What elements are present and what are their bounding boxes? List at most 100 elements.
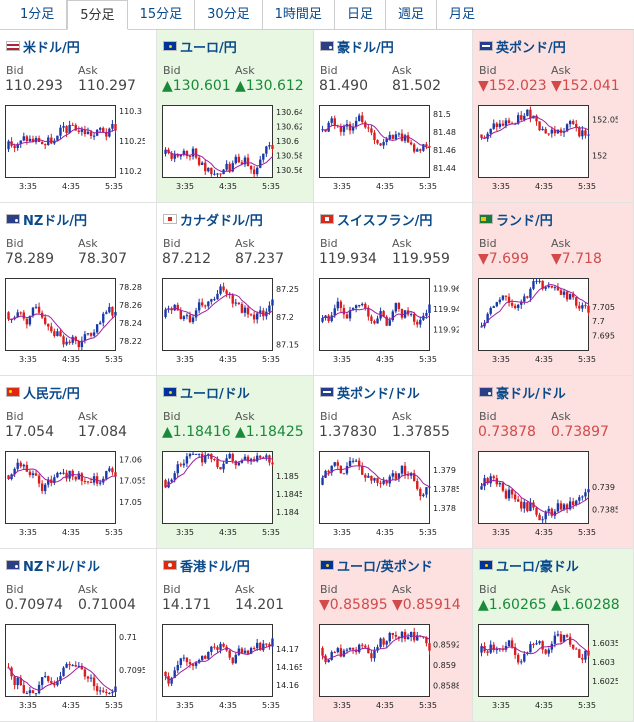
- candle-body: [228, 163, 231, 172]
- tab-timeframe[interactable]: 月足: [448, 7, 475, 22]
- candle-body: [173, 473, 176, 480]
- candle-body: [336, 648, 340, 653]
- currency-pair-card[interactable]: NZドル/円 Bid Ask 78.289 78.307 78.28 78.26 78.24 7…: [0, 203, 157, 376]
- pair-name[interactable]: ユーロ/円: [180, 40, 237, 56]
- pair-name[interactable]: 豪ドル/円: [337, 40, 394, 56]
- pair-title[interactable]: 米ドル/円: [6, 38, 80, 56]
- currency-pair-card[interactable]: 豪ドル/円 Bid Ask 81.490 81.502 81.5 81.48 81.46 81.…: [314, 30, 473, 203]
- tab-timeframe[interactable]: 1分足: [8, 0, 68, 29]
- candle-body: [348, 460, 352, 467]
- pair-name[interactable]: 英ポンド/円: [496, 40, 566, 56]
- currency-pair-card[interactable]: ユーロ/英ポンド Bid Ask ▼0.85895 ▼0.85914 0.8592 0.85…: [314, 549, 473, 722]
- pair-name[interactable]: 英ポンド/ドル: [337, 386, 420, 402]
- candle-body: [416, 481, 419, 489]
- x-tick-label: 5:35: [105, 701, 123, 710]
- tab-timeframe[interactable]: 日足: [335, 0, 386, 29]
- candle-body: [95, 686, 99, 692]
- candle-body: [584, 492, 587, 497]
- tab-timeframe[interactable]: 週足: [386, 0, 437, 29]
- currency-pair-card[interactable]: 香港ドル/円 Bid Ask 14.171 14.201 14.17 14.165 14.16…: [157, 549, 314, 722]
- pair-name[interactable]: NZドル/円: [23, 213, 88, 229]
- pair-name[interactable]: スイスフラン/円: [337, 213, 433, 229]
- candle-body: [194, 453, 198, 455]
- pair-name[interactable]: ユーロ/豪ドル: [496, 559, 579, 575]
- pair-title[interactable]: NZドル/ドル: [6, 557, 101, 575]
- candle-body: [550, 285, 554, 288]
- pair-title[interactable]: ユーロ/ドル: [163, 384, 250, 402]
- currency-pair-card[interactable]: ランド/円 Bid Ask ▼7.699 ▼7.718 7.705 7.7 7.695 3:35…: [473, 203, 634, 376]
- pair-title[interactable]: 豪ドル/円: [320, 38, 394, 56]
- candle-body: [422, 144, 425, 151]
- currency-pair-card[interactable]: スイスフラン/円 Bid Ask 119.934 119.959 119.96 119.94…: [314, 203, 473, 376]
- timeframe-tabs: 1分足 5分足 15分足 30分足 1時間足 日足 週足 月足: [0, 0, 634, 30]
- pair-name[interactable]: ランド/円: [496, 213, 553, 229]
- pair-title[interactable]: カナダドル/円: [163, 211, 263, 229]
- y-tick-label: 0.71: [119, 633, 137, 642]
- candle-body: [37, 684, 41, 694]
- pair-title[interactable]: スイスフラン/円: [320, 211, 433, 229]
- candle-body: [102, 127, 105, 132]
- x-tick-label: 4:35: [376, 355, 394, 364]
- pair-title[interactable]: 人民元/円: [6, 384, 80, 402]
- pair-title[interactable]: 英ポンド/円: [479, 38, 566, 56]
- ask-label: Ask: [235, 237, 255, 250]
- candle-body: [559, 634, 563, 642]
- tab-timeframe[interactable]: 5分足: [67, 0, 128, 30]
- pair-title[interactable]: ユーロ/英ポンド: [320, 557, 433, 575]
- currency-pair-card[interactable]: 英ポンド/ドル Bid Ask 1.37830 1.37855 1.379 1.3785 1.…: [314, 376, 473, 549]
- pair-name[interactable]: 米ドル/円: [23, 40, 80, 56]
- candle-body: [34, 693, 38, 695]
- candle-body: [200, 162, 204, 165]
- ask-label: Ask: [551, 410, 571, 423]
- pair-title[interactable]: ユーロ/円: [163, 38, 237, 56]
- pair-title[interactable]: NZドル/円: [6, 211, 88, 229]
- cn-flag-icon: [6, 387, 20, 397]
- tab-timeframe[interactable]: 30分足: [195, 0, 263, 29]
- candle-body: [19, 677, 22, 686]
- candle-body: [219, 173, 222, 175]
- currency-pair-card[interactable]: 人民元/円 Bid Ask 17.054 17.084 17.06 17.055 17.05 3…: [0, 376, 157, 549]
- candle-body: [16, 462, 19, 469]
- pair-title[interactable]: 香港ドル/円: [163, 557, 250, 575]
- candle-body: [249, 314, 253, 316]
- currency-pair-card[interactable]: ユーロ/ドル Bid Ask ▲1.18416 ▲1.18425 1.185 1.1845 1…: [157, 376, 314, 549]
- candle-body: [188, 662, 192, 665]
- candle-body: [111, 692, 114, 694]
- candle-body: [516, 654, 520, 663]
- pair-title[interactable]: 豪ドル/ドル: [479, 384, 566, 402]
- x-tick-label: 5:35: [419, 701, 437, 710]
- candle-body: [321, 477, 324, 485]
- currency-pair-card[interactable]: ユーロ/円 Bid Ask ▲130.601 ▲130.612 130.64 130.62 1…: [157, 30, 314, 203]
- pair-title[interactable]: 英ポンド/ドル: [320, 384, 420, 402]
- currency-pair-card[interactable]: カナダドル/円 Bid Ask 87.212 87.237 87.25 87.2 87.15 3…: [157, 203, 314, 376]
- currency-pair-card[interactable]: 英ポンド/円 Bid Ask ▼152.023 ▼152.041 152.05 152 3:3…: [473, 30, 634, 203]
- pair-title[interactable]: ユーロ/豪ドル: [479, 557, 579, 575]
- pair-name[interactable]: カナダドル/円: [180, 213, 263, 229]
- pair-title[interactable]: ランド/円: [479, 211, 553, 229]
- pair-name[interactable]: 豪ドル/ドル: [496, 386, 566, 402]
- bid-value: 0.73878: [478, 424, 536, 440]
- candle-body: [333, 308, 336, 316]
- candle-body: [188, 315, 192, 323]
- candle-body: [565, 635, 569, 637]
- pair-name[interactable]: 人民元/円: [23, 386, 80, 402]
- y-tick-label: 1.6025: [592, 677, 618, 686]
- candle-body: [547, 285, 550, 288]
- y-tick-label: 152.05: [592, 115, 618, 124]
- pair-name[interactable]: NZドル/ドル: [23, 559, 101, 575]
- pair-name[interactable]: ユーロ/英ポンド: [337, 559, 433, 575]
- candle-body: [13, 145, 16, 149]
- currency-pair-card[interactable]: ユーロ/豪ドル Bid Ask ▲1.60265 ▲1.60288 1.6035 1.603…: [473, 549, 634, 722]
- candle-body: [240, 460, 244, 463]
- tab-timeframe[interactable]: 1時間足: [263, 0, 335, 29]
- pair-name[interactable]: ユーロ/ドル: [180, 386, 250, 402]
- candle-body: [252, 169, 256, 175]
- currency-pair-card[interactable]: NZドル/ドル Bid Ask 0.70974 0.71004 0.71 0.7095 3:3…: [0, 549, 157, 722]
- tab-timeframe[interactable]: 15分足: [128, 0, 196, 29]
- pair-name[interactable]: 香港ドル/円: [180, 559, 250, 575]
- currency-pair-card[interactable]: 豪ドル/ドル Bid Ask 0.73878 0.73897 0.739 0.7385 3:3…: [473, 376, 634, 549]
- candle-body: [544, 511, 547, 520]
- candle-body: [237, 156, 241, 163]
- candle-body: [194, 662, 198, 666]
- currency-pair-card[interactable]: 米ドル/円 Bid Ask 110.293 110.297 110.3 110.25 110.…: [0, 30, 157, 203]
